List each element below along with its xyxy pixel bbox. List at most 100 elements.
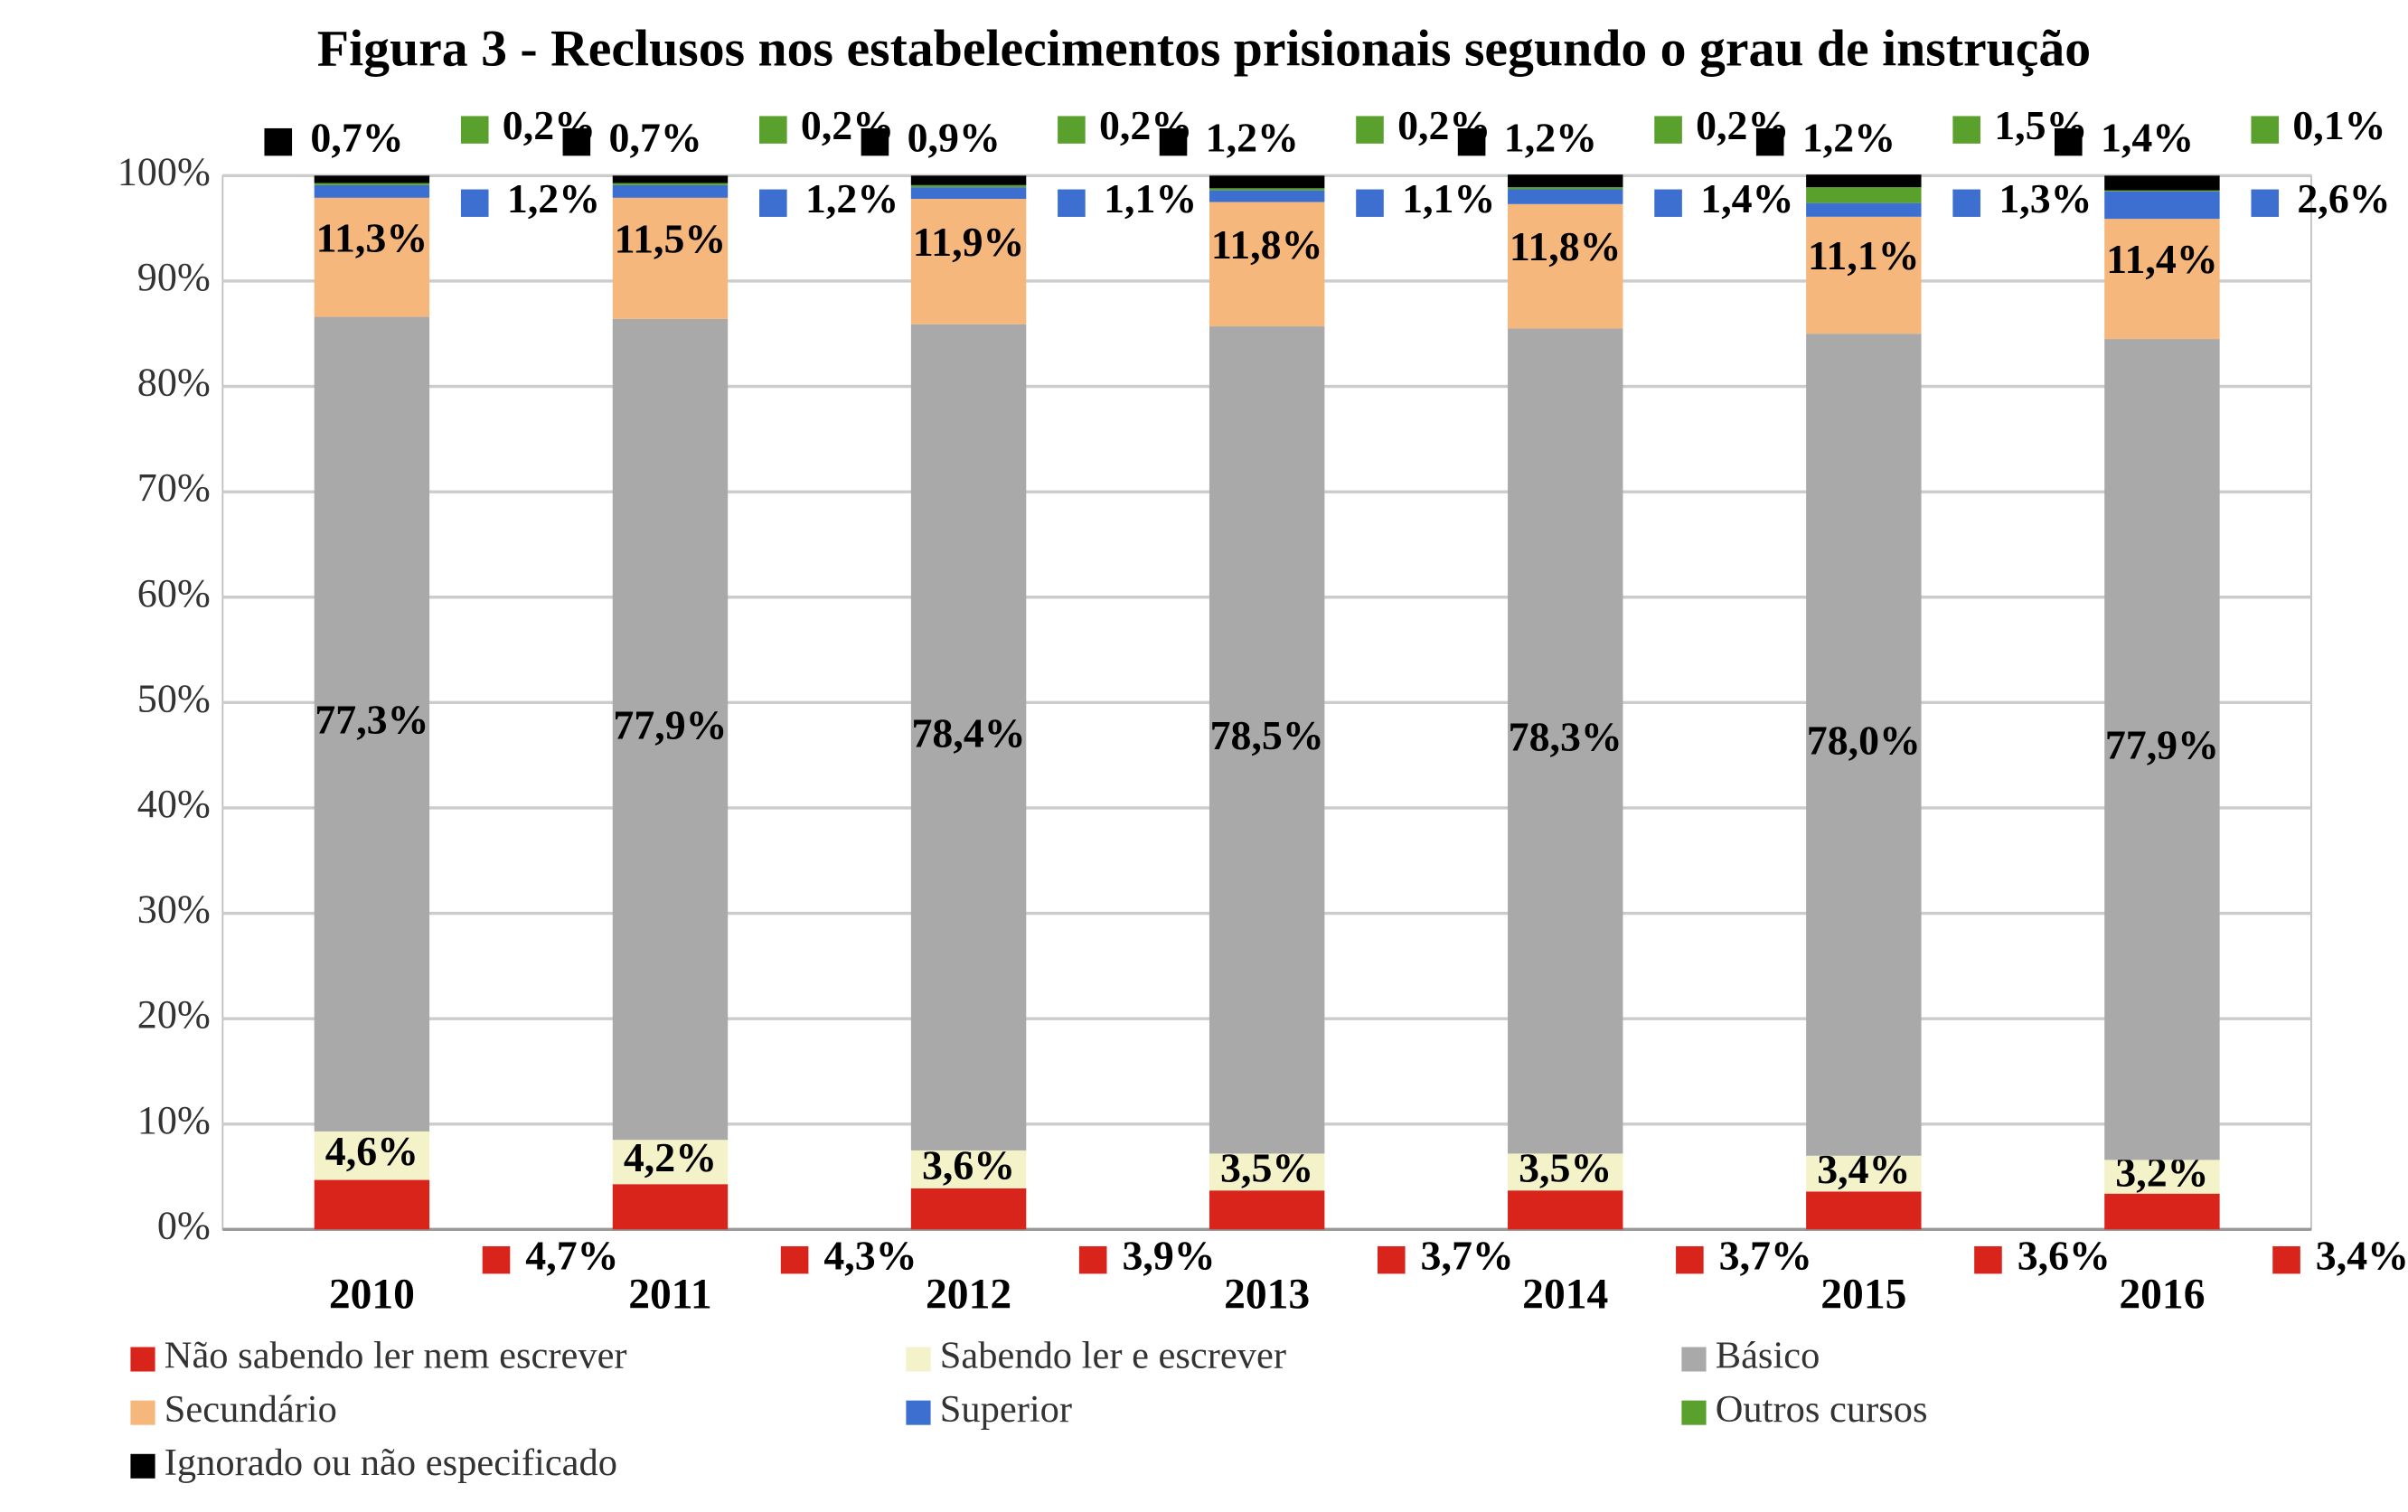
legend-label: Não sabendo ler nem escrever xyxy=(165,1335,627,1377)
value-label: 4,3% xyxy=(823,1233,917,1279)
value-label: 11,8% xyxy=(1211,221,1323,268)
value-label: 11,4% xyxy=(2106,236,2218,282)
value-label: 0,7% xyxy=(609,115,702,161)
bar-segment xyxy=(314,1131,430,1180)
legend-swatch xyxy=(130,1453,155,1479)
bar-segment xyxy=(1209,326,1325,1154)
value-label: 1,1% xyxy=(1402,175,1495,221)
bar-segment xyxy=(1209,202,1325,327)
value-label: 3,6% xyxy=(2018,1233,2111,1279)
y-tick-label: 70% xyxy=(137,465,211,510)
bar-segment xyxy=(910,1188,1027,1230)
bar-segment xyxy=(1806,333,1922,1156)
legend-label: Ignorado ou não especificado xyxy=(165,1442,617,1484)
value-label: 78,3% xyxy=(1509,713,1623,759)
value-label: 11,8% xyxy=(1510,223,1622,269)
bar-segment xyxy=(1209,175,1325,189)
value-label: 1,2% xyxy=(507,175,600,221)
value-label: 1,4% xyxy=(1700,175,1793,221)
bar-segment xyxy=(910,198,1027,324)
label-marker xyxy=(780,1245,809,1274)
legend-swatch xyxy=(1681,1347,1707,1372)
value-label: 3,7% xyxy=(1719,1233,1812,1279)
bar-segment xyxy=(314,183,430,185)
bar-segment xyxy=(314,197,430,317)
value-label: 1,3% xyxy=(1999,175,2092,221)
label-marker xyxy=(460,189,489,217)
label-marker xyxy=(1654,189,1682,217)
bar-segment xyxy=(612,197,729,319)
bar-segment xyxy=(612,1184,729,1230)
x-tick-label: 2014 xyxy=(1522,1271,1608,1318)
value-label: 4,6% xyxy=(325,1128,419,1174)
bar-segment xyxy=(1209,1190,1325,1230)
label-marker xyxy=(1078,1245,1107,1274)
value-label: 77,9% xyxy=(2105,722,2219,768)
label-marker xyxy=(2251,116,2280,144)
value-label: 77,9% xyxy=(613,702,727,748)
bar-segment xyxy=(1508,328,1623,1154)
label-marker xyxy=(264,127,293,156)
value-label: 3,7% xyxy=(1421,1233,1514,1279)
value-label: 4,2% xyxy=(624,1134,717,1180)
bar-segment xyxy=(910,187,1027,199)
bar-segment xyxy=(612,184,729,198)
value-label: 78,4% xyxy=(911,709,1025,756)
bar-segment xyxy=(910,324,1027,1150)
bar-segment xyxy=(2104,1193,2220,1230)
y-tick-label: 40% xyxy=(137,782,211,826)
bar-segment xyxy=(2104,339,2220,1160)
label-marker xyxy=(1457,127,1486,156)
value-label: 78,0% xyxy=(1807,718,1921,764)
bar-segment xyxy=(1806,187,1922,203)
value-label: 1,2% xyxy=(805,175,898,221)
bar-segment xyxy=(314,1179,430,1230)
value-label: 1,1% xyxy=(1104,175,1197,221)
label-marker xyxy=(562,127,591,156)
value-label: 0,9% xyxy=(908,115,1001,161)
label-marker xyxy=(1159,127,1188,156)
bar-segment xyxy=(1806,1191,1922,1230)
y-tick-label: 30% xyxy=(137,887,211,932)
bar-segment xyxy=(612,1140,729,1185)
bar-segment xyxy=(2104,191,2220,220)
x-tick-label: 2016 xyxy=(2119,1271,2205,1318)
bar-segment xyxy=(1806,202,1922,217)
bar-segment xyxy=(2104,190,2220,192)
y-tick-label: 0% xyxy=(157,1204,211,1248)
legend-swatch xyxy=(1681,1400,1707,1425)
label-marker xyxy=(1058,189,1086,217)
value-label: 0,1% xyxy=(2292,102,2385,148)
bar-segment xyxy=(1508,189,1623,204)
legend-label: Básico xyxy=(1716,1335,1820,1377)
value-label: 3,9% xyxy=(1122,1233,1215,1279)
label-marker xyxy=(1676,1245,1704,1274)
bar-segment xyxy=(2104,175,2220,191)
bar-segment xyxy=(1508,174,1623,188)
legend-swatch xyxy=(906,1347,931,1372)
label-marker xyxy=(759,189,787,217)
bar-segment xyxy=(1209,190,1325,202)
label-marker xyxy=(2272,1245,2300,1274)
x-tick-label: 2011 xyxy=(628,1271,712,1318)
label-marker xyxy=(1356,116,1384,144)
bar-segment xyxy=(1508,187,1623,190)
value-label: 11,5% xyxy=(615,216,727,262)
label-marker xyxy=(1356,189,1384,217)
legend-label: Outros cursos xyxy=(1716,1388,1928,1431)
y-tick-label: 60% xyxy=(137,571,211,615)
value-label: 77,3% xyxy=(315,697,428,743)
y-tick-label: 20% xyxy=(137,992,211,1037)
bar-segment xyxy=(314,316,430,1132)
bar-segment xyxy=(612,175,729,183)
label-marker xyxy=(1952,116,1980,144)
value-label: 11,9% xyxy=(913,219,1025,265)
label-marker xyxy=(460,116,489,144)
label-marker xyxy=(1974,1245,2002,1274)
y-tick-label: 50% xyxy=(137,677,211,721)
value-label: 78,5% xyxy=(1210,712,1324,758)
bar-segment xyxy=(1806,174,1922,188)
chart-title: Figura 3 - Reclusos nos estabelecimentos… xyxy=(317,20,2091,77)
